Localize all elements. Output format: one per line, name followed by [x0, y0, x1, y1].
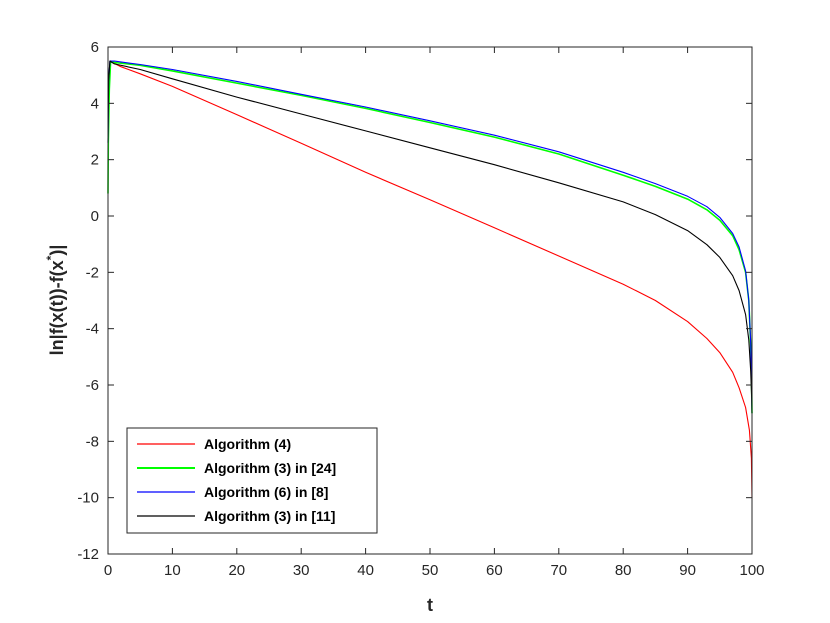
y-tick-label: 2 [91, 152, 99, 169]
x-tick-label: 30 [293, 562, 310, 579]
y-tick-label: 0 [91, 208, 99, 225]
y-tick-label: -4 [86, 321, 99, 338]
y-tick-label: -2 [86, 264, 99, 281]
y-tick-label: -10 [77, 490, 99, 507]
y-axis-label-superscript: * [44, 255, 58, 260]
series-line [107, 60, 753, 414]
series-line [109, 60, 753, 498]
series-layer [107, 60, 753, 498]
x-tick-label: 100 [739, 562, 764, 579]
legend-label: Algorithm (3) in [11] [204, 508, 335, 524]
y-tick-label: -12 [77, 546, 99, 563]
x-tick-label: 90 [679, 562, 696, 579]
x-tick-label: 20 [228, 562, 245, 579]
x-tick-label: 80 [615, 562, 632, 579]
y-axis-label-end: )| [47, 245, 67, 256]
x-tick-label: 60 [486, 562, 503, 579]
plot-frame [107, 46, 753, 555]
x-tick-label: 0 [104, 562, 112, 579]
x-tick-label: 10 [164, 562, 181, 579]
legend-label: Algorithm (3) in [24] [204, 460, 336, 476]
legend-label: Algorithm (4) [204, 436, 291, 452]
series-line [107, 60, 753, 414]
legend: Algorithm (4) Algorithm (3) in [24] Algori… [126, 427, 378, 534]
x-tick-label: 40 [357, 562, 374, 579]
axes-layer: 0 10 20 30 40 50 60 70 80 90 100 -12 -10 -8 -6 -4 -2 0 2 4 6 [77, 39, 764, 579]
legend-label: Algorithm (6) in [8] [204, 484, 328, 500]
y-axis-label-main: ln|f(x(t))-f(x [47, 260, 67, 355]
y-tick-label: 6 [91, 39, 99, 56]
y-tick-label: -8 [86, 433, 99, 450]
x-tick-label: 50 [422, 562, 439, 579]
x-tick-label: 70 [550, 562, 567, 579]
y-tick-label: 4 [91, 95, 99, 112]
x-axis-label: t [427, 595, 433, 615]
y-tick-label: -6 [86, 377, 99, 394]
y-axis-label: ln|f(x(t))-f(x*)| [44, 245, 67, 356]
